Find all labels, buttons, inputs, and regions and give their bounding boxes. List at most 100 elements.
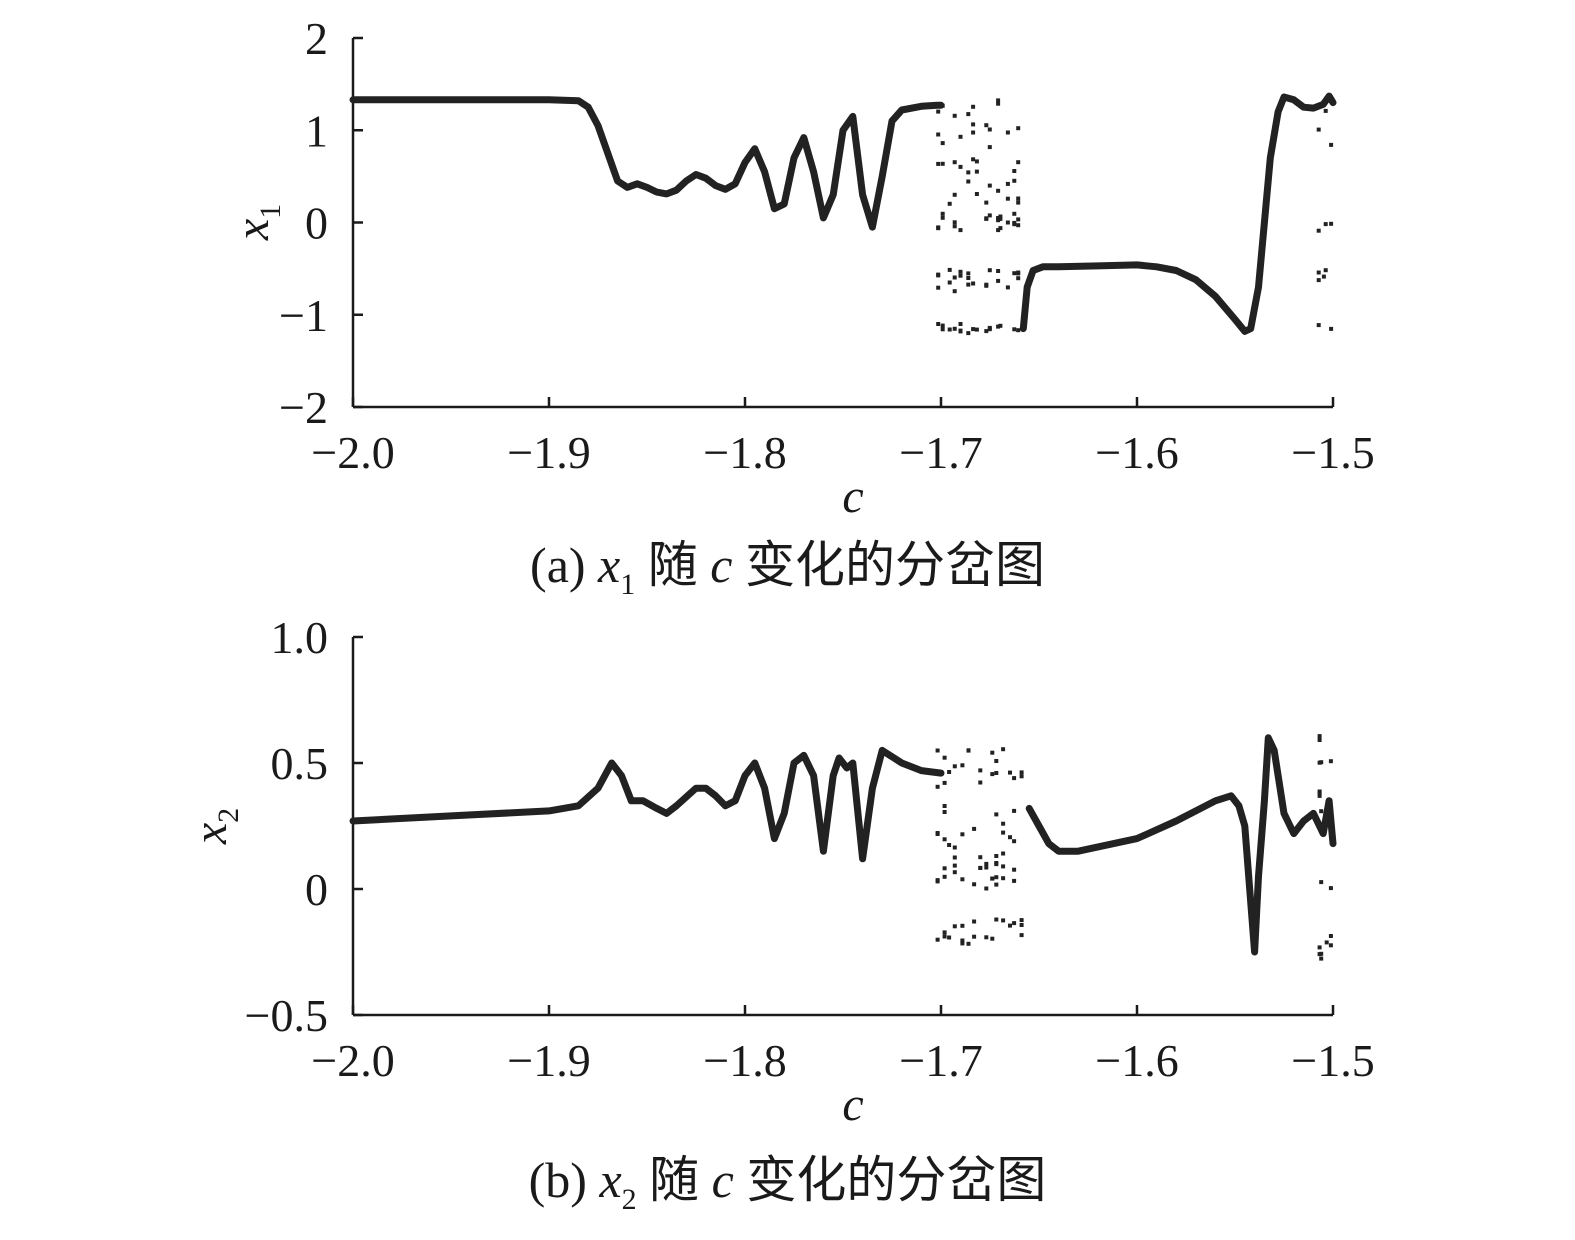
panel-a-scatter-point: [952, 220, 957, 225]
panel-b-scatter-point: [942, 866, 947, 871]
panel-a-scatter-point: [971, 281, 976, 286]
panel-b-scatter-point: [990, 876, 995, 881]
panel-b-scatter-point: [994, 917, 999, 922]
panel-a-scatter-point: [936, 109, 941, 114]
panel-a-scatter-point: [987, 183, 992, 188]
panel-b-scatter-point: [972, 882, 977, 887]
panel-b-bifurcation-curve-1: [349, 746, 945, 863]
panel-a-scatter-point: [936, 225, 941, 230]
caption-b: (b) x2 随 c 变化的分岔图: [0, 1140, 1575, 1217]
panel-a-scatter-point: [940, 141, 945, 146]
panel-a-scatter-point: [966, 331, 971, 336]
panel-b-scatter-point: [990, 772, 995, 777]
caption-a-var: x: [598, 537, 621, 593]
panel-a-x-axis-label: c: [842, 470, 863, 523]
panel-b-scatter-point: [1319, 809, 1324, 814]
panel-a-scatter-point: [1316, 127, 1321, 132]
panel-b-scatter-point: [942, 804, 947, 808]
panel-a-scatter-point: [987, 327, 992, 332]
panel-a-scatter-point: [1323, 108, 1328, 113]
panel-b-scatter-point: [952, 855, 957, 860]
panel-a-scatter-point: [952, 275, 957, 280]
panel-a-scatter-point: [966, 179, 971, 184]
panel-a-scatter-point: [1012, 211, 1017, 216]
panel-a-scatter-point: [984, 216, 989, 221]
panel-a-x-tick-label: −1.5: [1291, 427, 1374, 478]
panel-a-scatter-point: [998, 214, 1003, 219]
panel-b-scatter-point: [952, 764, 957, 769]
panel-a-scatter-point: [1005, 181, 1010, 186]
caption-b-var: x: [599, 1152, 622, 1208]
panel-a-y-tick-label: 0: [305, 198, 328, 249]
panel-a-scatter-point: [1016, 328, 1021, 333]
panel-b-scatter-point: [1008, 770, 1012, 775]
panel-a-scatter-point: [958, 329, 963, 334]
panel-b-scatter-point: [1008, 923, 1012, 928]
panel-a-scatter-point: [1321, 274, 1326, 279]
panel-a-scatter-point: [940, 103, 945, 108]
panel-b-scatter-point: [942, 810, 947, 814]
panel-b-x-tick-label: −1.5: [1291, 1035, 1374, 1086]
panel-a-scatter-point: [952, 192, 957, 197]
panel-a-scatter-point: [996, 101, 1001, 106]
panel-b-scatter-point: [966, 941, 971, 946]
panel-a-scatter-point: [936, 322, 941, 326]
panel-a-scatter-point: [1012, 327, 1017, 332]
caption-b-prefix: (b): [528, 1152, 600, 1208]
panel-a-scatter-point: [940, 161, 945, 166]
panel-a-scatter-point: [987, 213, 992, 218]
panel-a-scatter-point: [966, 271, 971, 276]
panel-b-scatter-point: [1019, 918, 1024, 923]
panel-b-scatter-point: [978, 865, 983, 870]
panel-a-y-axis-label: x1: [226, 204, 287, 241]
panel-b-scatter-point: [960, 877, 965, 882]
panel-b-scatter-point: [942, 837, 947, 842]
caption-b-sub: 2: [621, 1183, 637, 1216]
panel-b-scatter-point: [1001, 851, 1006, 856]
panel-b-scatter-point: [972, 826, 977, 831]
panel-b-scatter-point: [978, 780, 983, 785]
panel-a-scatter-point: [940, 323, 945, 328]
panel-a-scatter-point: [971, 122, 976, 127]
panel-a-scatter-point: [940, 211, 945, 216]
panel-b-scatter-point: [1012, 839, 1017, 844]
panel-a-scatter-point: [958, 164, 963, 169]
panel-b-scatter-point: [1317, 793, 1322, 798]
panel-b-scatter-point: [1319, 951, 1324, 956]
panel-a-scatter-point: [971, 327, 976, 332]
panel-a-scatter-point: [996, 216, 1001, 220]
panel-a-scatter-point: [952, 160, 957, 165]
panel-b-x-tick-label: −1.6: [1095, 1035, 1178, 1086]
panel-a-scatter-point: [1012, 178, 1017, 183]
panel-a-scatter-point: [952, 113, 957, 118]
panel-a-scatter-point: [1012, 271, 1017, 276]
panel-b-scatter-point: [978, 855, 983, 860]
panel-b-scatter-point: [990, 750, 995, 755]
panel-b-scatter-point: [935, 879, 940, 884]
panel-a-scatter-point: [1316, 323, 1321, 328]
panel-b-scatter-point: [1328, 943, 1333, 948]
panel-b-scatter-point: [1001, 864, 1006, 869]
panel-a-scatter-point: [996, 218, 1001, 223]
panel-b-scatter-point: [1001, 876, 1006, 881]
panel-a-scatter-point: [984, 200, 989, 205]
caption-a-prefix: (a): [530, 537, 599, 593]
panel-a-scatter-point: [947, 267, 952, 272]
panel-a-scatter-point: [966, 282, 971, 287]
panel-a-scatter-point: [974, 192, 979, 196]
panel-a-scatter-point: [1012, 220, 1017, 225]
panel-b-scatter-point: [984, 886, 989, 891]
panel-a-scatter-point: [940, 215, 945, 220]
panel-b-scatter-point: [960, 923, 965, 928]
panel-b-scatter-point: [1012, 808, 1017, 813]
panel-b-scatter-point: [960, 763, 965, 768]
panel-b-scatter-point: [947, 770, 952, 774]
panel-a-scatter-point: [966, 170, 971, 175]
panel-b-scatter-point: [984, 935, 989, 940]
panel-b-scatter-point: [1001, 821, 1006, 826]
panel-b-scatter-point: [942, 930, 947, 935]
panel-b-x-tick-label: −1.8: [703, 1035, 786, 1086]
caption-a-mid: 随: [635, 537, 711, 593]
panel-b-scatter-point: [1019, 774, 1024, 779]
